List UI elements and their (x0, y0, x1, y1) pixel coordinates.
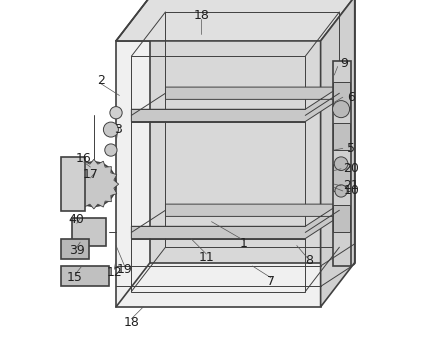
Circle shape (103, 122, 118, 137)
Polygon shape (116, 0, 355, 41)
Text: 6: 6 (347, 91, 355, 104)
Text: 15: 15 (67, 271, 83, 284)
Text: 1: 1 (240, 237, 248, 250)
Polygon shape (321, 0, 355, 307)
Polygon shape (132, 204, 339, 239)
Text: 3: 3 (114, 123, 122, 136)
Circle shape (332, 101, 349, 118)
Polygon shape (61, 239, 89, 259)
Text: 40: 40 (69, 213, 85, 226)
Text: 20: 20 (343, 162, 359, 175)
Polygon shape (332, 164, 349, 191)
Circle shape (334, 157, 348, 170)
Text: 9: 9 (341, 57, 349, 70)
Circle shape (71, 162, 116, 206)
Text: 18: 18 (193, 9, 209, 22)
Text: 19: 19 (117, 263, 132, 276)
Polygon shape (69, 159, 119, 209)
Text: 18: 18 (124, 316, 139, 329)
Text: 5: 5 (347, 142, 355, 155)
Circle shape (85, 175, 103, 193)
Polygon shape (71, 218, 106, 246)
Text: 8: 8 (305, 254, 313, 267)
Text: 7: 7 (267, 275, 275, 288)
Text: 10: 10 (343, 184, 359, 197)
Circle shape (105, 144, 117, 156)
Polygon shape (332, 123, 349, 150)
Text: 12: 12 (107, 266, 122, 279)
Polygon shape (61, 157, 85, 211)
Polygon shape (116, 41, 321, 307)
Text: 2: 2 (97, 74, 104, 87)
Polygon shape (132, 87, 339, 121)
Polygon shape (332, 61, 352, 266)
Polygon shape (150, 0, 355, 263)
Text: 11: 11 (198, 251, 214, 264)
Text: 16: 16 (76, 152, 91, 165)
Circle shape (110, 107, 122, 119)
Polygon shape (332, 82, 349, 109)
Polygon shape (332, 205, 349, 232)
Circle shape (335, 185, 347, 197)
Text: 39: 39 (69, 244, 85, 257)
Text: 21: 21 (343, 179, 359, 192)
Text: 17: 17 (82, 168, 99, 181)
Polygon shape (61, 266, 109, 286)
